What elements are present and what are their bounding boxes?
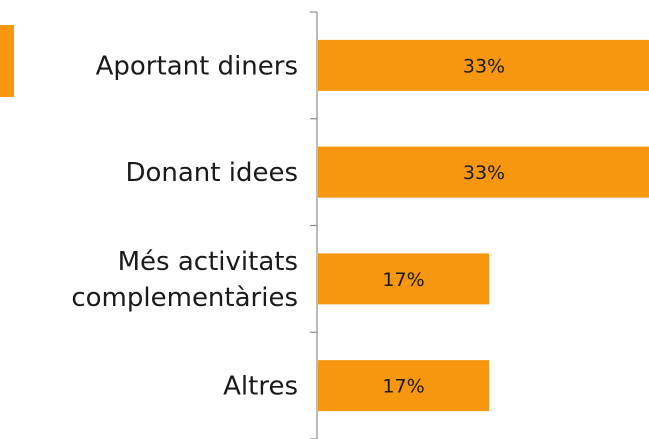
bar — [318, 360, 490, 412]
category-label: Aportant diners — [96, 51, 298, 81]
data-label: 17% — [382, 269, 424, 291]
bar — [318, 253, 490, 305]
data-labels: 33% 33% 17% 17% — [382, 55, 505, 397]
y-axis — [310, 11, 318, 439]
bar — [318, 39, 649, 91]
category-labels: Aportant diners Donant idees Més activitat… — [71, 51, 298, 401]
category-label: Més activitats — [118, 247, 298, 277]
category-label: Altres — [223, 372, 298, 402]
legend-swatch — [0, 25, 14, 97]
bar — [318, 146, 649, 198]
bars-group — [318, 39, 649, 412]
category-label: Donant idees — [125, 158, 298, 188]
data-label: 33% — [463, 55, 505, 77]
category-label: complementàries — [71, 283, 298, 313]
data-label: 33% — [463, 162, 505, 184]
data-label: 17% — [382, 376, 424, 398]
